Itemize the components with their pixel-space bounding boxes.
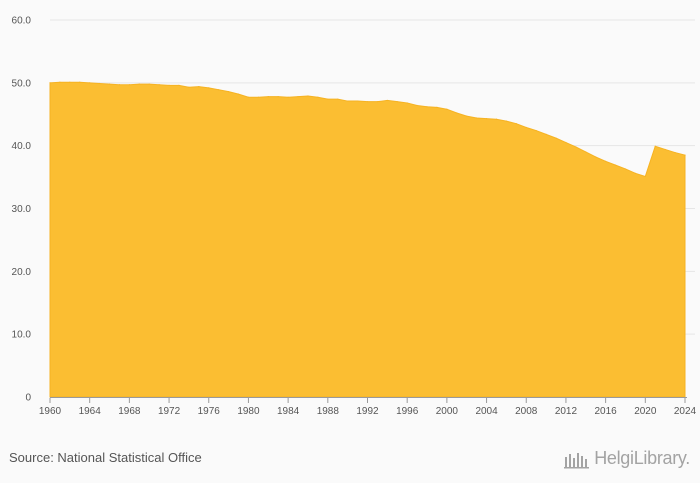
data-point <box>257 96 259 98</box>
data-point <box>138 83 140 85</box>
data-point <box>79 81 81 83</box>
data-point <box>396 101 398 103</box>
data-point <box>208 87 210 89</box>
data-point <box>565 141 567 144</box>
x-tick-label: 1980 <box>237 406 260 417</box>
x-tick-label: 2016 <box>595 406 618 417</box>
helgilibrary-logo-icon <box>564 452 590 468</box>
data-point <box>605 160 607 162</box>
data-point <box>644 175 646 178</box>
data-point <box>575 146 577 148</box>
data-point <box>267 96 269 98</box>
x-tick-label: 2024 <box>674 406 697 417</box>
data-point <box>297 96 299 98</box>
x-tick-label: 2012 <box>555 406 578 417</box>
data-point <box>654 145 656 147</box>
data-point <box>148 83 150 85</box>
data-point <box>426 106 428 108</box>
data-point <box>664 148 666 151</box>
brand-logo[interactable]: HelgiLibrary. <box>564 448 690 469</box>
data-point <box>555 137 557 139</box>
brand-name: HelgiLibrary. <box>594 448 690 468</box>
data-point <box>495 118 498 120</box>
data-point <box>317 96 319 98</box>
y-tick-label: 50.0 <box>12 78 32 89</box>
data-point <box>595 156 597 158</box>
data-point <box>188 86 190 88</box>
data-point <box>198 86 200 88</box>
data-point <box>337 98 339 100</box>
data-point <box>684 154 686 156</box>
data-point <box>505 120 508 122</box>
data-point <box>356 100 359 102</box>
data-point <box>69 81 71 83</box>
x-tick-label: 1960 <box>39 406 62 417</box>
x-tick-label: 1968 <box>118 406 141 417</box>
data-point <box>247 96 250 98</box>
x-tick-label: 1984 <box>277 406 300 417</box>
data-point <box>436 106 438 108</box>
data-point <box>585 151 587 153</box>
data-area <box>49 81 686 398</box>
data-point <box>227 91 230 93</box>
data-point <box>366 101 369 103</box>
source-note: Source: National Statistical Office <box>9 450 202 465</box>
data-point <box>376 101 379 103</box>
x-tick-label: 1992 <box>356 406 379 417</box>
x-tick-label: 1996 <box>396 406 419 417</box>
y-tick-label: 30.0 <box>12 204 32 215</box>
x-tick-label: 2008 <box>515 406 538 417</box>
data-point <box>218 89 220 91</box>
data-point <box>287 96 289 98</box>
data-point <box>624 168 627 170</box>
y-tick-label: 0 <box>25 393 31 404</box>
x-tick-label: 2004 <box>475 406 498 417</box>
y-tick-label: 40.0 <box>12 141 32 152</box>
x-tick-label: 1988 <box>317 406 340 417</box>
x-tick-label: 1964 <box>79 406 102 417</box>
data-point <box>108 83 111 85</box>
data-point <box>386 99 388 102</box>
data-point <box>446 108 448 110</box>
data-point <box>416 104 418 107</box>
data-point <box>178 84 180 86</box>
data-point <box>59 81 61 83</box>
data-point <box>515 123 517 125</box>
data-point <box>158 84 160 86</box>
y-tick-label: 20.0 <box>12 267 32 278</box>
data-point <box>327 98 329 100</box>
data-point <box>535 129 537 132</box>
data-point <box>128 84 130 86</box>
data-point <box>466 115 468 117</box>
data-point <box>476 117 478 119</box>
data-point <box>89 82 91 84</box>
data-point <box>49 82 51 84</box>
x-tick-label: 2000 <box>436 406 459 417</box>
data-point <box>456 112 458 114</box>
data-point <box>237 93 240 95</box>
data-point <box>277 96 279 98</box>
y-tick-label: 60.0 <box>12 16 32 27</box>
data-point <box>614 164 617 166</box>
data-point <box>525 126 527 129</box>
data-point <box>347 100 349 102</box>
data-point <box>674 151 676 154</box>
data-point <box>118 84 121 86</box>
data-point <box>99 82 101 85</box>
data-point <box>634 172 636 174</box>
data-point <box>545 133 547 135</box>
y-tick-label: 10.0 <box>12 330 32 341</box>
x-tick-label: 1976 <box>198 406 221 417</box>
data-point <box>307 95 309 97</box>
data-point <box>406 102 408 104</box>
x-tick-label: 1972 <box>158 406 181 417</box>
x-tick-label: 2020 <box>634 406 657 417</box>
data-point <box>168 84 170 86</box>
data-point <box>485 118 488 120</box>
